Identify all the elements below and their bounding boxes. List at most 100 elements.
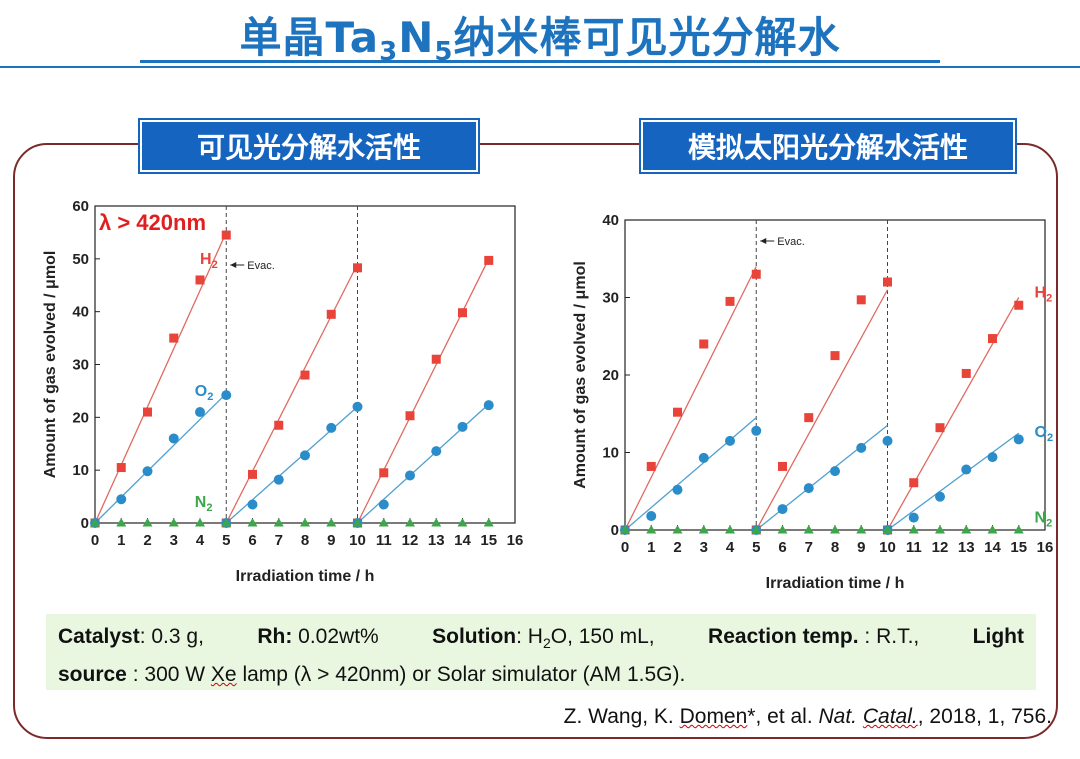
h2-point <box>883 277 892 287</box>
x-tick-label: 13 <box>428 532 445 549</box>
o2-point <box>672 484 683 495</box>
o2-point <box>830 466 840 477</box>
h2-point <box>1014 300 1024 310</box>
o2-point <box>935 491 945 502</box>
o2-point <box>803 483 814 494</box>
n2-point <box>378 518 389 527</box>
o2-point <box>961 464 972 475</box>
conditions-line-2: source : 300 W Xe lamp (λ > 420nm) or So… <box>58 663 686 687</box>
h2-point <box>484 255 494 265</box>
x-axis-label: Irradiation time / h <box>236 568 375 585</box>
h2-point <box>405 411 415 421</box>
n2-point <box>725 525 735 534</box>
series-label: H2 <box>1035 285 1053 305</box>
o2-point <box>431 446 442 457</box>
conditions-line-1: Catalyst: 0.3 g, Rh: 0.02wt% Solution: H… <box>58 621 1024 659</box>
o2-point <box>352 401 363 412</box>
n2-point <box>142 518 153 527</box>
x-tick-label: 14 <box>454 532 471 549</box>
h2-point <box>856 295 866 305</box>
x-tick-label: 15 <box>1010 539 1027 556</box>
x-tick-label: 6 <box>778 539 786 556</box>
x-tick-label: 14 <box>984 539 1001 556</box>
x-tick-label: 9 <box>327 532 335 549</box>
o2-point <box>300 450 310 461</box>
y-tick-label: 0 <box>81 515 89 532</box>
n2-point <box>247 518 258 527</box>
x-tick-label: 8 <box>301 532 309 549</box>
h2-point <box>725 296 735 306</box>
h2-point <box>379 468 389 478</box>
o2-point <box>751 425 762 436</box>
y-tick-label: 20 <box>72 409 89 426</box>
x-tick-label: 4 <box>726 539 735 556</box>
n2-point <box>195 518 205 527</box>
y-tick-label: 20 <box>602 367 619 384</box>
h2-point <box>830 351 840 361</box>
evac-arrow-head <box>230 262 237 268</box>
o2-point <box>725 435 735 446</box>
section-label-visible: 可见光分解水活性 <box>140 120 478 172</box>
fit-line <box>94 232 227 524</box>
n2-point <box>935 525 945 534</box>
n2-point <box>803 525 814 534</box>
o2-point <box>195 407 205 418</box>
catalyst-text: Catalyst: 0.3 g, <box>58 625 204 648</box>
fit-line <box>357 403 490 524</box>
h2-point <box>143 407 152 417</box>
x-tick-label: 2 <box>673 539 681 556</box>
x-tick-label: 6 <box>248 532 256 549</box>
evac-label: Evac. <box>247 260 275 272</box>
h2-point <box>431 354 441 364</box>
n2-point <box>483 518 494 527</box>
fit-line <box>356 258 490 524</box>
h2-point <box>751 269 761 279</box>
y-tick-label: 30 <box>72 357 89 374</box>
series-label: N2 <box>1035 509 1053 529</box>
o2-point <box>326 422 337 433</box>
y-axis-label: Amount of gas evolved / μmol <box>572 261 589 489</box>
h2-point <box>353 263 362 273</box>
h2-point <box>988 334 997 344</box>
n2-point <box>431 518 442 527</box>
title-underline <box>140 60 940 63</box>
fit-line <box>624 417 757 531</box>
n2-point <box>672 525 683 534</box>
n2-point <box>751 525 762 534</box>
y-tick-label: 40 <box>72 304 89 321</box>
citation: Z. Wang, K. Domen*, et al. Nat. Catal., … <box>563 705 1052 728</box>
h2-point <box>804 413 814 423</box>
h2-point <box>778 461 787 471</box>
section-label-solar: 模拟太阳光分解水活性 <box>641 120 1015 172</box>
o2-point <box>1013 434 1024 445</box>
h2-point <box>909 478 919 488</box>
x-tick-label: 7 <box>275 532 283 549</box>
x-tick-label: 4 <box>196 532 205 549</box>
h2-point <box>300 370 310 380</box>
n2-point <box>830 525 840 534</box>
n2-point <box>908 525 919 534</box>
y-axis-label: Amount of gas evolved / μmol <box>42 251 59 479</box>
y-tick-label: 10 <box>72 462 89 479</box>
reaction-text: Reaction temp. : R.T., <box>708 625 920 648</box>
o2-point <box>777 504 788 515</box>
n2-point <box>116 518 127 527</box>
h2-point <box>195 275 205 285</box>
x-tick-label: 12 <box>932 539 949 556</box>
fit-line <box>755 424 888 531</box>
x-tick-label: 7 <box>805 539 813 556</box>
n2-point <box>300 518 310 527</box>
n2-point <box>221 518 232 527</box>
h2-point <box>248 469 257 479</box>
content-frame <box>13 143 1058 739</box>
conditions-box: Catalyst: 0.3 g, Rh: 0.02wt% Solution: H… <box>46 614 1036 690</box>
o2-point <box>698 452 709 463</box>
rh-text: Rh: 0.02wt% <box>257 625 379 648</box>
x-tick-label: 0 <box>91 532 99 549</box>
n2-point <box>987 525 998 534</box>
n2-point <box>777 525 788 534</box>
n2-point <box>856 525 867 534</box>
x-tick-label: 8 <box>831 539 839 556</box>
n2-point <box>273 518 284 527</box>
o2-point <box>457 421 468 432</box>
